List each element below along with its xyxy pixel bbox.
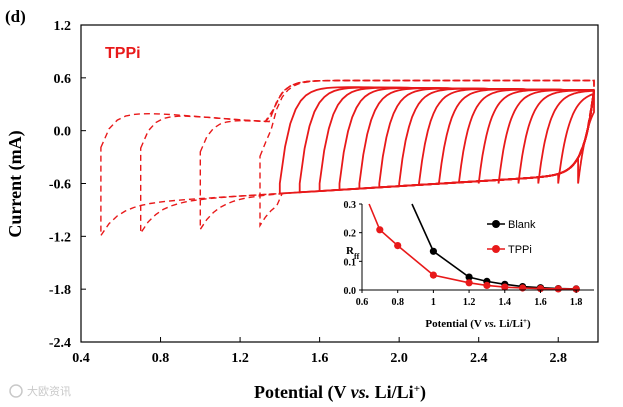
x-axis-title: Potential (V vs. Li/Li+) — [254, 382, 426, 403]
inset-axis-ticks: 0.6 0.8 1 1.2 1.4 1.6 1.8 0.3 0.2 0.1 0.0 — [344, 200, 583, 308]
legend-marker-tppi — [492, 245, 500, 253]
x-tick-label: 1.2 — [231, 351, 249, 366]
panel-label: (d) — [5, 7, 26, 26]
legend-label-tppi: TPPi — [508, 244, 532, 256]
inset-point-tppi — [483, 281, 491, 289]
inset-y-tick-label: 0.1 — [344, 257, 357, 268]
cv-curves — [100, 79, 595, 238]
inset-x-tick-label: 1 — [431, 297, 436, 308]
inset-point-tppi — [376, 226, 384, 234]
x-tick-label: 1.6 — [311, 351, 329, 366]
y-tick-label: 1.2 — [54, 19, 72, 34]
inset-y-tick-label: 0.3 — [344, 200, 357, 211]
y-tick-label: 0.0 — [54, 125, 72, 140]
main-plot: 0.4 0.8 1.2 1.6 2.0 2.4 2.81.20.60.0-0.6-1.2-1… — [49, 19, 599, 366]
y-tick-label: -0.6 — [49, 178, 71, 193]
inset-legend: Blank TPPi — [487, 219, 536, 256]
inset-x-tick-label: 1.4 — [499, 297, 512, 308]
legend-marker-blank — [492, 220, 500, 228]
inset-x-tick-label: 1.6 — [534, 297, 547, 308]
inset-point-tppi — [519, 284, 527, 292]
x-tick-label: 2.8 — [549, 351, 567, 366]
inset-point-blank — [429, 247, 437, 255]
inset-point-tppi — [394, 242, 402, 250]
y-tick-label: 0.6 — [54, 72, 72, 87]
inset-x-tick-label: 0.6 — [356, 297, 369, 308]
x-tick-label: 0.8 — [152, 351, 170, 366]
inset-x-tick-label: 0.8 — [391, 297, 404, 308]
watermark-logo-icon — [9, 384, 23, 398]
x-tick-label: 2.0 — [390, 351, 408, 366]
inset-x-tick-label: 1.8 — [570, 297, 583, 308]
inset-x-title: Potential (V vs. Li/Li+) — [425, 317, 531, 330]
inset-x-tick-label: 1.2 — [463, 297, 476, 308]
inset-chart: 0.6 0.8 1 1.2 1.4 1.6 1.8 0.3 0.2 0.1 0.0 Rff Pote… — [344, 200, 594, 330]
series-label-tppi: TPPi — [105, 45, 141, 62]
inset-y-title: Rff — [346, 245, 360, 261]
x-tick-label: 2.4 — [470, 351, 488, 366]
x-tick-label: 0.4 — [72, 351, 90, 366]
inset-point-tppi — [501, 283, 509, 291]
y-tick-label: -1.8 — [49, 283, 71, 298]
inset-point-blank — [465, 273, 473, 281]
inset-point-tppi — [572, 285, 580, 293]
inset-point-tppi — [554, 285, 562, 293]
watermark: 大欧资讯 — [9, 384, 71, 398]
inset-y-tick-label: 0.2 — [344, 229, 357, 240]
y-tick-label: -1.2 — [49, 230, 71, 245]
inset-point-tppi — [429, 271, 437, 279]
legend-label-blank: Blank — [508, 219, 536, 231]
y-tick-label: -2.4 — [49, 336, 71, 351]
inset-y-tick-label: 0.0 — [344, 286, 357, 297]
inset-point-tppi — [465, 279, 473, 287]
cv-curve-solid — [577, 90, 595, 184]
main-axis-ticks: 0.4 0.8 1.2 1.6 2.0 2.4 2.81.20.60.0-0.6-1.2-1… — [49, 19, 567, 366]
y-axis-title: Current (mA) — [5, 130, 26, 237]
watermark-text: 大欧资讯 — [27, 384, 71, 398]
